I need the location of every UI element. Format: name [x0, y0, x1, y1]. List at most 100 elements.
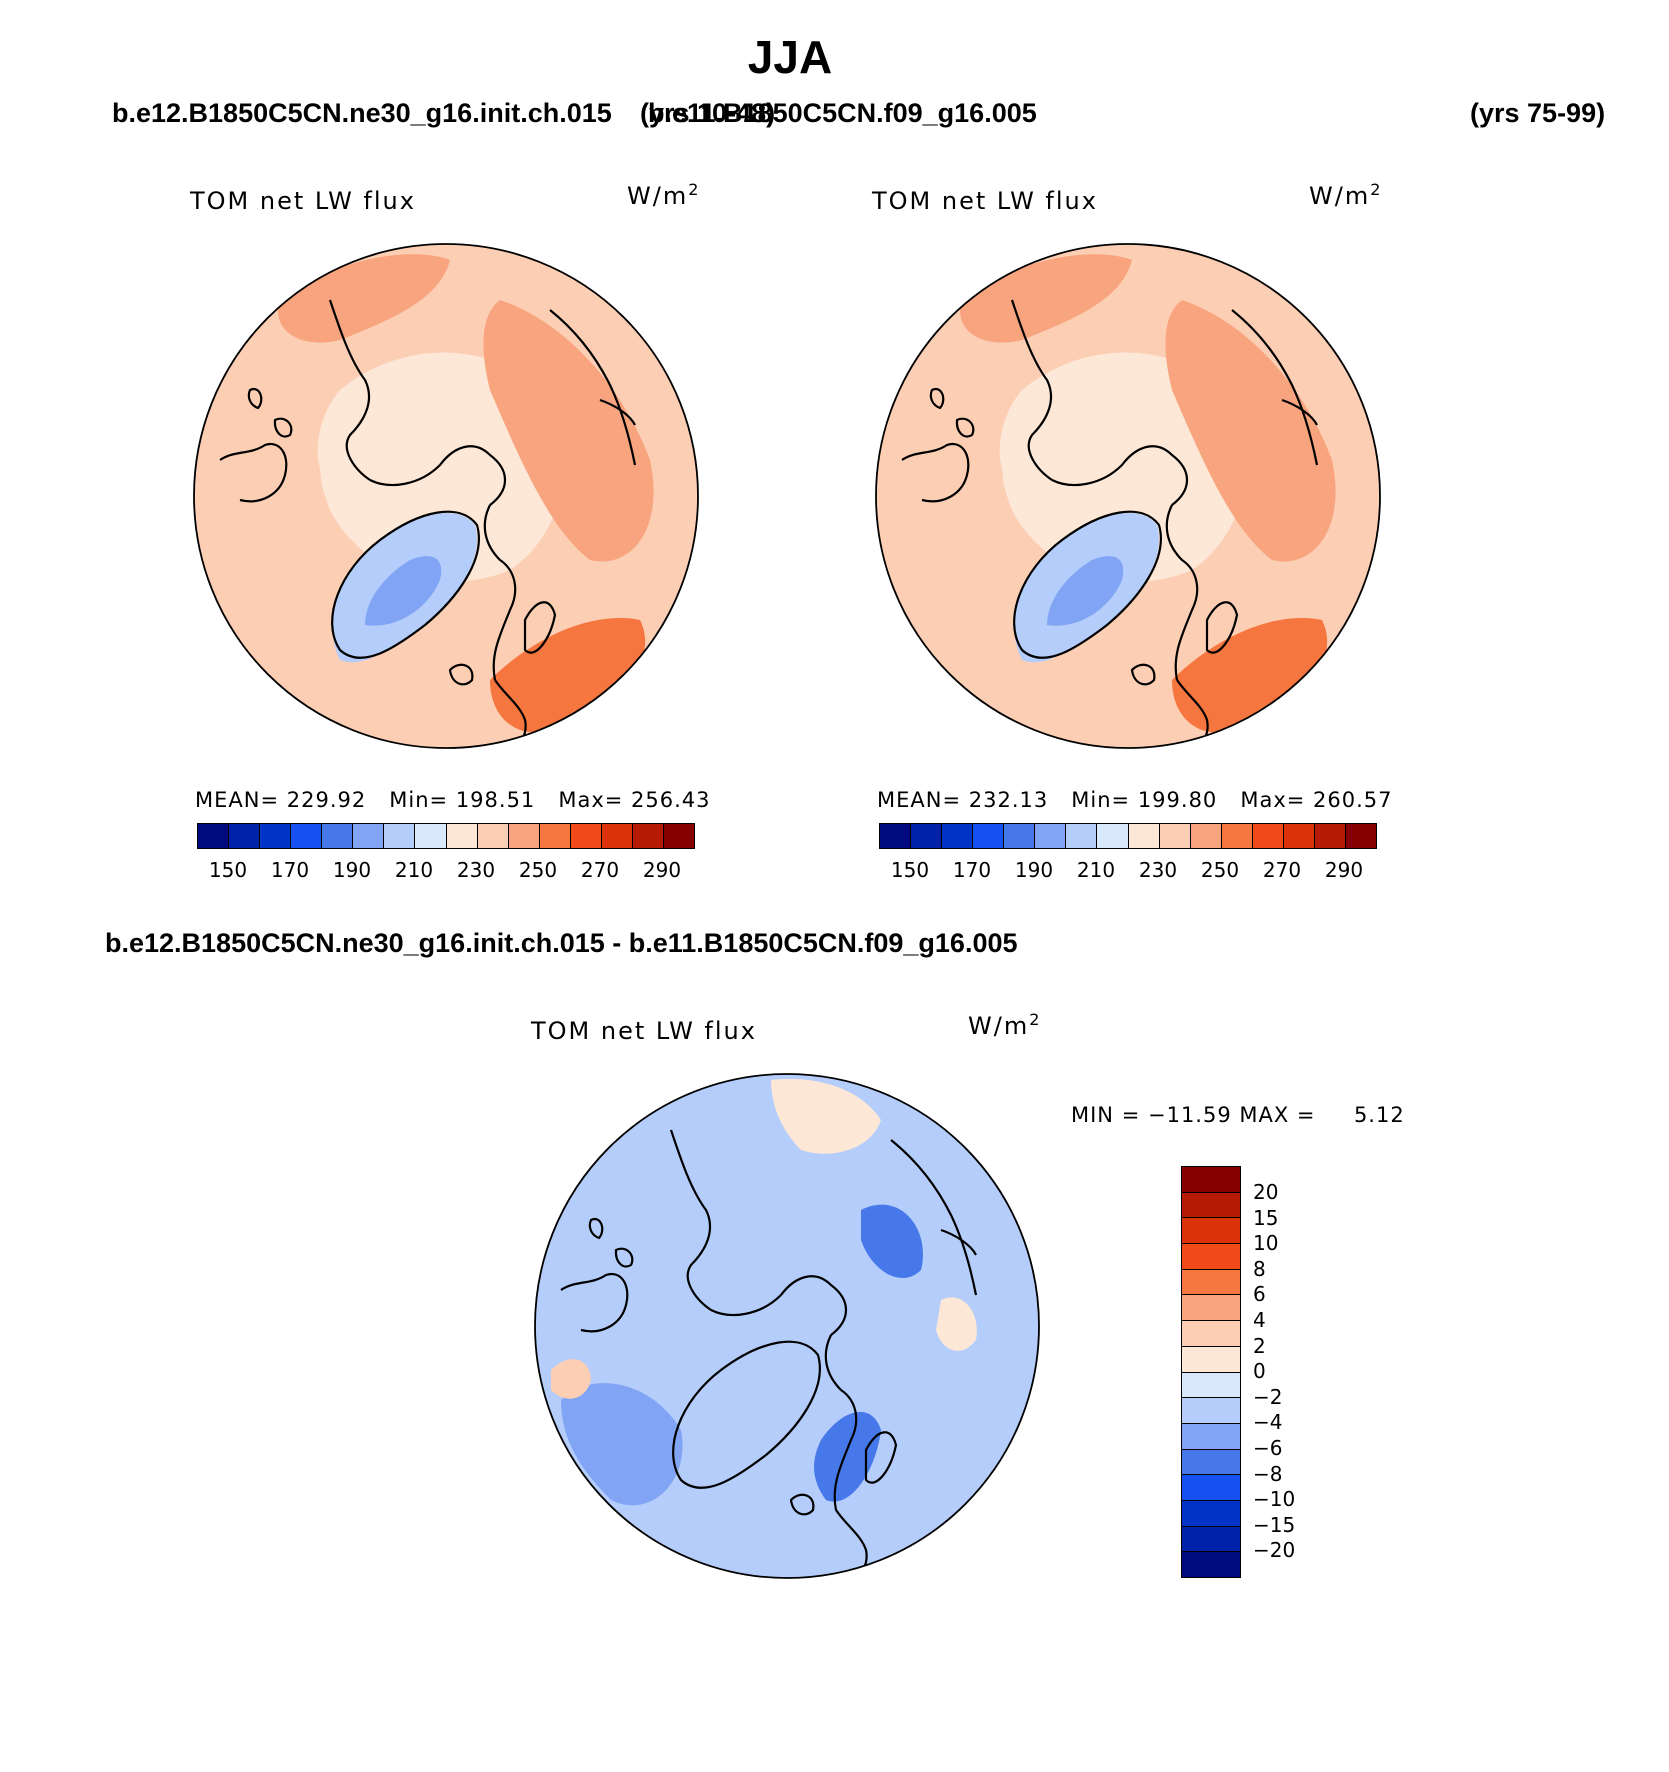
region-north-atlantic — [561, 1383, 683, 1506]
colorbar-swatch — [570, 824, 602, 848]
colorbar-tick-label: 230 — [1138, 858, 1178, 882]
panel1-mean-label: MEAN= — [195, 788, 280, 812]
coastline — [1010, 299, 1053, 481]
panel1-mean-value: 229.92 — [286, 788, 367, 812]
colorbar-swatch — [415, 824, 447, 848]
colorbar-swatch — [1182, 1449, 1240, 1476]
colorbar-swatch — [477, 824, 509, 848]
coastline — [560, 1272, 629, 1333]
colorbar-tick-label: 0 — [1253, 1359, 1266, 1384]
region-europe-south — [490, 618, 646, 733]
coastline — [929, 387, 945, 410]
panel1-min-value: 198.51 — [455, 788, 536, 812]
colorbar-tick-label: 210 — [394, 858, 434, 882]
panel2-polar-map — [875, 243, 1381, 749]
coastline — [1205, 601, 1239, 654]
coastline — [1013, 510, 1162, 659]
colorbar-swatch — [1004, 824, 1036, 848]
colorbar-tick-label: 170 — [270, 858, 310, 882]
region-siberia-asia — [483, 300, 654, 562]
panel1-max-value: 256.43 — [631, 788, 711, 812]
right-years-label: (yrs 75-99) — [1470, 98, 1606, 128]
colorbar-swatch — [384, 824, 416, 848]
colorbar-tick-label: 8 — [1253, 1256, 1266, 1281]
colorbar-tick-label: −15 — [1253, 1512, 1296, 1537]
coastline — [1231, 309, 1319, 466]
right-case-label: b.e11.B1850C5CN.f09_g16.005 — [648, 98, 1037, 128]
coastline — [901, 442, 970, 503]
colorbar-swatch — [601, 824, 633, 848]
colorbar-swatch — [1182, 1398, 1240, 1424]
colorbar-swatch — [353, 824, 385, 848]
colorbar-swatch — [1066, 824, 1098, 848]
region-east-asia — [936, 1297, 977, 1351]
colorbar-swatch — [1182, 1244, 1240, 1270]
colorbar-tick-label: −2 — [1253, 1384, 1283, 1409]
colorbar-tick-label: −6 — [1253, 1436, 1283, 1460]
coastline — [1281, 398, 1318, 426]
map-boundary — [193, 243, 699, 749]
colorbar-tick-label: −20 — [1253, 1538, 1296, 1563]
colorbar-swatch — [1159, 824, 1191, 848]
colorbar-tick-label: 150 — [208, 858, 248, 882]
panel1-colorbar — [197, 823, 695, 849]
panel2-colorbar — [879, 823, 1377, 849]
colorbar-tick-label: 210 — [1076, 858, 1116, 882]
colorbar-swatch — [1182, 1167, 1240, 1193]
panel3-max-value: 5.12 — [1353, 1103, 1405, 1127]
panel2-max-label: Max= — [1240, 788, 1306, 812]
colorbar-tick-label: 230 — [456, 858, 496, 882]
coastline — [328, 299, 371, 481]
left-years-label: (yrs 10-48) — [640, 98, 776, 128]
coastline — [955, 417, 975, 438]
coastline — [448, 663, 474, 686]
panel3-polar-map — [534, 1073, 1040, 1579]
colorbar-swatch — [539, 824, 571, 848]
colorbar-swatch — [508, 824, 540, 848]
coastline — [1165, 504, 1199, 681]
region-arctic-basin — [658, 1182, 905, 1412]
colorbar-tick-label: 190 — [1014, 858, 1054, 882]
panel2-mean-value: 232.13 — [968, 788, 1049, 812]
region-greenland-core — [1047, 556, 1124, 626]
colorbar-tick-label: 170 — [952, 858, 992, 882]
colorbar-swatch — [291, 824, 323, 848]
colorbar-swatch — [1182, 1423, 1240, 1450]
colorbar-swatch — [1182, 1526, 1240, 1553]
panel3-colorbar — [1181, 1166, 1241, 1578]
colorbar-swatch — [1182, 1552, 1240, 1577]
map-boundary — [534, 1073, 1040, 1579]
colorbar-swatch — [1182, 1372, 1240, 1399]
colorbar-tick-label: 190 — [332, 858, 372, 882]
coastline — [864, 1431, 898, 1484]
colorbar-swatch — [1283, 824, 1315, 848]
colorbar-tick-label: 6 — [1253, 1282, 1266, 1307]
colorbar-swatch — [1128, 824, 1160, 848]
left-case-label: b.e12.B1850C5CN.ne30_g16.init.ch.015 — [112, 98, 612, 128]
panel3-min-label: MIN = — [1071, 1103, 1141, 1127]
coastline — [824, 1334, 858, 1511]
panel1-stats: MEAN= 229.92 Min= 198.51 Max= 256.43 — [195, 788, 711, 812]
colorbar-tick-label: 250 — [1200, 858, 1240, 882]
coastline — [273, 417, 293, 438]
coastline — [940, 1228, 977, 1256]
region-greenland-core — [365, 556, 442, 626]
colorbar-tick-label: 290 — [1324, 858, 1364, 882]
colorbar-swatch — [1035, 824, 1067, 848]
figure-title: JJA — [747, 31, 833, 83]
panel2-max-value: 260.57 — [1313, 788, 1393, 812]
panel2-title: TOM net LW flux — [872, 187, 1098, 215]
colorbar-swatch — [632, 824, 664, 848]
colorbar-tick-label: 4 — [1253, 1308, 1266, 1332]
coastline — [710, 1275, 847, 1336]
colorbar-swatch — [446, 824, 478, 848]
region-canada-alaska — [200, 411, 322, 573]
panel2-stats: MEAN= 232.13 Min= 199.80 Max= 260.57 — [877, 788, 1393, 812]
colorbar-tick-label: −8 — [1253, 1461, 1283, 1486]
panel1-units: W/m2 — [627, 180, 701, 210]
coastline — [890, 1139, 978, 1296]
panel1-polar-map — [193, 243, 699, 749]
coastline — [1051, 445, 1188, 506]
colorbar-tick-label: −10 — [1253, 1487, 1296, 1512]
map-boundary — [875, 243, 1381, 749]
